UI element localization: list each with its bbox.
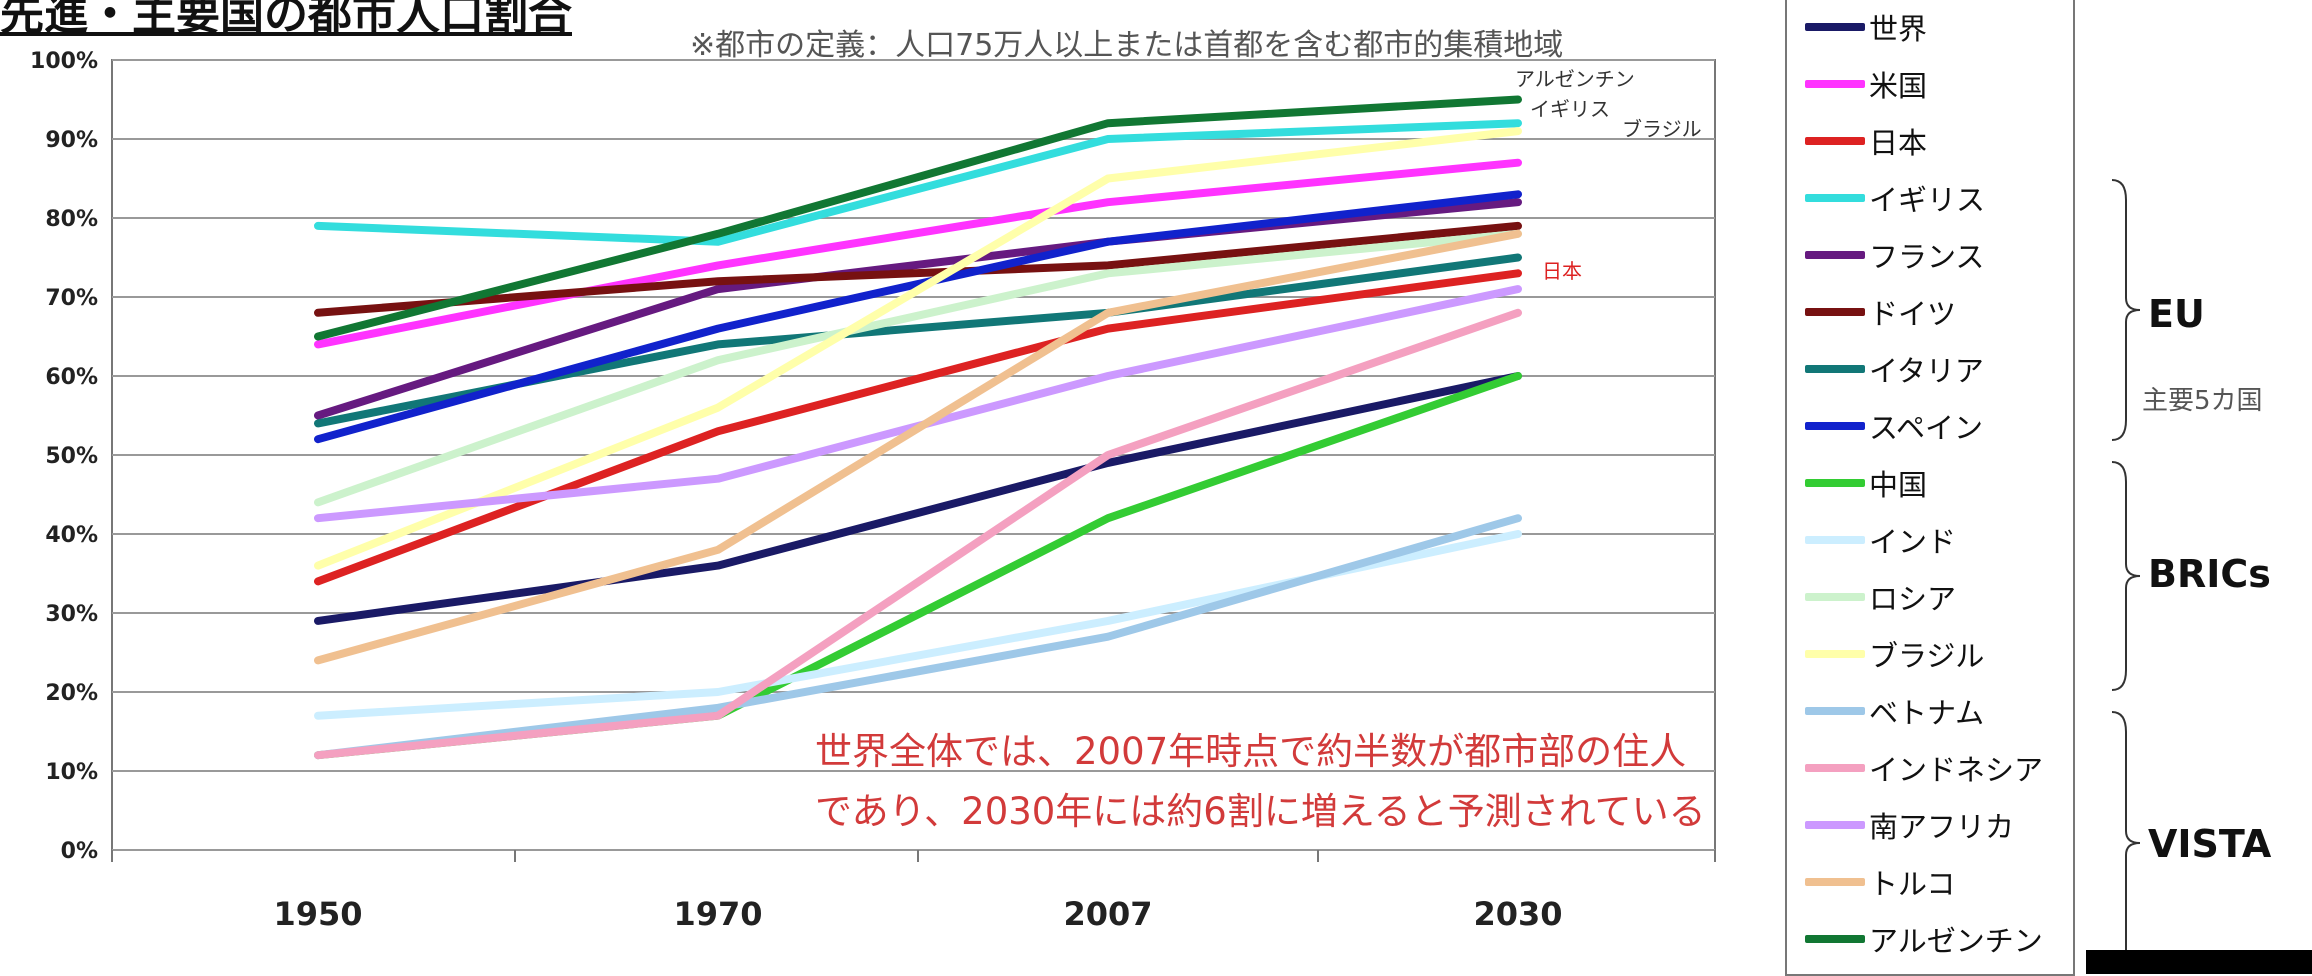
chart-title: 先進・主要国の都市人口割合 <box>0 0 572 42</box>
legend-swatch <box>1805 422 1865 430</box>
y-tick-label: 90% <box>45 128 98 153</box>
line-end-label: ブラジル <box>1622 117 1702 141</box>
group-sub-eu: 主要5カ国 <box>2142 380 2263 417</box>
legend-label: 世界 <box>1869 6 1927 48</box>
y-tick-label: 0% <box>61 839 98 864</box>
group-label-brics: BRICs <box>2148 552 2271 596</box>
legend-swatch <box>1805 251 1865 259</box>
group-label-vista: VISTA <box>2148 822 2271 866</box>
legend-swatch <box>1805 23 1865 31</box>
y-tick-label: 100% <box>30 49 98 74</box>
legend-item: 世界 <box>1805 2 1927 52</box>
legend-swatch <box>1805 365 1865 373</box>
legend-label: イギリス <box>1869 177 1985 219</box>
legend-item: アルゼンチン <box>1805 914 2043 964</box>
legend-swatch <box>1805 821 1865 829</box>
legend-label: ロシア <box>1869 576 1956 618</box>
x-tick-label: 1950 <box>273 895 362 933</box>
legend-label: フランス <box>1869 234 1984 276</box>
legend-label: 米国 <box>1869 63 1927 105</box>
legend-item: ブラジル <box>1805 629 1984 679</box>
y-tick-label: 70% <box>45 286 98 311</box>
legend-label: インド <box>1869 519 1956 561</box>
chart-annotation: 世界全体では、2007年時点で約半数が都市部の住人 であり、2030年には約6割… <box>815 722 1706 842</box>
legend-item: イギリス <box>1805 173 1985 223</box>
legend-swatch <box>1805 935 1865 943</box>
legend-label: トルコ <box>1869 861 1955 903</box>
legend-label: 中国 <box>1869 462 1927 504</box>
group-brace <box>2112 712 2140 974</box>
legend-item: ベトナム <box>1805 686 1984 736</box>
legend-swatch <box>1805 479 1865 487</box>
x-tick-label: 2030 <box>1473 895 1562 933</box>
legend-item: スペイン <box>1805 401 1983 451</box>
legend-item: 日本 <box>1805 116 1927 166</box>
line-end-label: イギリス <box>1530 97 1610 121</box>
x-tick-label: 2007 <box>1063 895 1152 933</box>
y-tick-label: 20% <box>45 681 98 706</box>
legend-swatch <box>1805 878 1865 886</box>
y-tick-label: 60% <box>45 365 98 390</box>
legend-swatch <box>1805 137 1865 145</box>
legend-swatch <box>1805 308 1865 316</box>
legend-swatch <box>1805 194 1865 202</box>
legend-label: 南アフリカ <box>1869 804 2014 846</box>
legend-item: フランス <box>1805 230 1984 280</box>
legend-item: 中国 <box>1805 458 1927 508</box>
legend-item: 南アフリカ <box>1805 800 2014 850</box>
x-tick-label: 1970 <box>673 895 762 933</box>
legend: 世界米国日本イギリスフランスドイツイタリアスペイン中国インドロシアブラジルベトナ… <box>1785 0 2075 976</box>
y-tick-label: 50% <box>45 444 98 469</box>
legend-item: ドイツ <box>1805 287 1956 337</box>
y-tick-label: 30% <box>45 602 98 627</box>
group-label-eu: EU <box>2148 292 2205 336</box>
legend-item: インド <box>1805 515 1956 565</box>
legend-swatch <box>1805 650 1865 658</box>
line-end-label: 日本 <box>1542 259 1582 283</box>
legend-swatch <box>1805 536 1865 544</box>
y-tick-label: 10% <box>45 760 98 785</box>
y-tick-label: 40% <box>45 523 98 548</box>
legend-item: 米国 <box>1805 59 1927 109</box>
legend-item: インドネシア <box>1805 743 2043 793</box>
legend-swatch <box>1805 593 1865 601</box>
urban-definition-note: ※都市の定義：人口75万人以上または首都を含む都市的集積地域 <box>690 20 1563 64</box>
group-brace <box>2112 462 2140 690</box>
black-block <box>2086 950 2312 974</box>
group-brace <box>2112 180 2140 440</box>
legend-label: イタリア <box>1869 348 1984 390</box>
legend-swatch <box>1805 80 1865 88</box>
legend-label: ドイツ <box>1869 291 1956 333</box>
annotation-line-2: であり、2030年には約6割に増えると予測されている <box>815 782 1706 842</box>
legend-item: ロシア <box>1805 572 1956 622</box>
legend-label: 日本 <box>1869 120 1927 162</box>
legend-item: イタリア <box>1805 344 1984 394</box>
line-end-label: アルゼンチン <box>1515 67 1635 91</box>
legend-swatch <box>1805 707 1865 715</box>
legend-label: アルゼンチン <box>1869 918 2043 960</box>
legend-label: スペイン <box>1869 405 1983 447</box>
legend-swatch <box>1805 764 1865 772</box>
legend-label: インドネシア <box>1869 747 2043 789</box>
y-tick-label: 80% <box>45 207 98 232</box>
legend-label: ブラジル <box>1869 633 1984 675</box>
annotation-line-1: 世界全体では、2007年時点で約半数が都市部の住人 <box>815 722 1706 782</box>
legend-label: ベトナム <box>1869 690 1984 732</box>
legend-item: トルコ <box>1805 857 1955 907</box>
